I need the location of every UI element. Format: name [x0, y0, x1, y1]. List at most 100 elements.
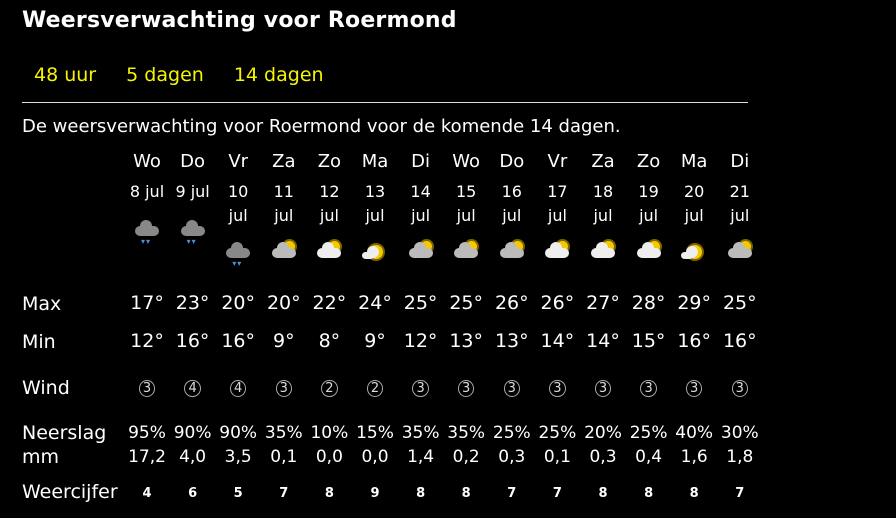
precip-mm: 0,3	[498, 447, 526, 467]
wind-beaufort: 3	[549, 380, 566, 397]
min-temp: 9°	[273, 330, 295, 352]
wind-force-icon: 2	[306, 380, 352, 397]
weather-score: 6	[188, 486, 198, 501]
max-temp: 29°	[677, 292, 712, 314]
max-temp: 25°	[403, 292, 438, 314]
wind-force-icon: 3	[398, 380, 444, 397]
partly-cloudy-icon	[269, 240, 299, 262]
precip-mm: 0,1	[270, 447, 298, 467]
weather-score: 7	[507, 486, 517, 501]
precip-chance: 20%	[584, 423, 622, 443]
weather-score: 7	[552, 486, 562, 501]
day-name: Wo	[452, 151, 481, 172]
wind-beaufort: 3	[686, 380, 703, 397]
wind-force-icon: 3	[534, 380, 580, 397]
weather-score: 7	[735, 486, 745, 501]
precip-mm: 1,8	[726, 447, 754, 467]
wind-force-icon: 3	[671, 380, 717, 397]
weather-score: 8	[598, 486, 608, 501]
day-name: Di	[730, 151, 750, 172]
max-temp: 25°	[722, 292, 757, 314]
max-temp: 26°	[494, 292, 529, 314]
precip-chance: 35%	[264, 423, 303, 443]
day-name: Wo	[133, 151, 161, 172]
divider	[22, 102, 748, 103]
wind-beaufort: 4	[184, 380, 201, 397]
weather-score: 8	[689, 486, 699, 501]
precip-chance: 95%	[128, 423, 166, 443]
max-temp: 23°	[175, 292, 210, 314]
page-title: Weersverwachting voor Roermond	[22, 8, 457, 33]
tab-48-uur[interactable]: 48 uur	[34, 64, 97, 86]
min-temp: 9°	[364, 330, 386, 352]
day-name: Vr	[547, 151, 568, 172]
precip-chance: 15%	[356, 423, 394, 443]
tab-5-dagen[interactable]: 5 dagen	[126, 64, 204, 86]
min-temp: 13°	[449, 330, 484, 352]
partly-cloudy-icon	[451, 240, 481, 262]
wind-force-icon: 4	[170, 380, 216, 397]
day-date: 21 jul	[729, 182, 750, 225]
precip-mm: 0,1	[543, 447, 571, 467]
wind-beaufort: 2	[321, 380, 338, 397]
max-temp: 25°	[449, 292, 484, 314]
wind-force-icon: 3	[717, 380, 763, 397]
wind-force-icon: 3	[489, 380, 535, 397]
label-mm: mm	[22, 446, 60, 468]
partly-cloudy-icon	[497, 240, 527, 262]
day-name: Di	[411, 151, 431, 172]
label-wind: Wind	[22, 377, 70, 399]
weather-score: 4	[142, 486, 152, 501]
min-temp: 15°	[631, 330, 666, 352]
min-temp: 13°	[494, 330, 529, 352]
label-weercijfer: Weercijfer	[22, 481, 118, 503]
partly-cloudy-light-icon	[542, 240, 572, 262]
min-temp: 12°	[403, 330, 438, 352]
wind-force-icon: 2	[352, 380, 398, 397]
day-date: 13 jul	[364, 182, 386, 225]
day-name: Zo	[317, 151, 342, 172]
wind-beaufort: 3	[640, 380, 657, 397]
day-date: 16 jul	[501, 182, 522, 225]
label-max: Max	[22, 293, 62, 315]
weather-score: 8	[644, 486, 654, 501]
max-temp: 27°	[586, 292, 620, 314]
precip-mm: 0,0	[315, 447, 343, 467]
day-date: 20 jul	[684, 182, 705, 225]
wind-beaufort: 3	[458, 380, 475, 397]
precip-chance: 10%	[310, 423, 349, 443]
min-temp: 16°	[722, 330, 757, 352]
precip-chance: 25%	[492, 423, 531, 443]
wind-force-icon: 3	[580, 380, 626, 397]
partly-cloudy-light-icon	[314, 240, 344, 262]
wind-beaufort: 3	[138, 380, 156, 397]
day-name: Do	[180, 151, 206, 172]
day-date: 8 jul	[129, 182, 165, 201]
min-temp: 12°	[130, 330, 164, 352]
weather-score: 8	[324, 486, 334, 501]
wind-force-icon: 3	[124, 380, 170, 397]
day-date: 12 jul	[319, 182, 340, 225]
max-temp: 20°	[266, 292, 301, 314]
precip-chance: 35%	[447, 423, 486, 443]
precip-mm: 0,3	[589, 447, 617, 467]
day-name: Za	[272, 151, 296, 172]
intro-text: De weersverwachting voor Roermond voor d…	[22, 116, 621, 137]
max-temp: 28°	[631, 292, 666, 314]
label-neerslag: Neerslag	[22, 422, 107, 444]
tab-14-dagen[interactable]: 14 dagen	[233, 64, 324, 86]
max-temp: 20°	[221, 292, 256, 314]
partly-cloudy-light-icon	[634, 240, 664, 262]
min-temp: 16°	[221, 330, 256, 352]
rain-icon: ▾▾	[132, 218, 162, 246]
wind-beaufort: 3	[503, 380, 520, 397]
wind-force-icon: 4	[215, 380, 261, 397]
day-name: Za	[591, 151, 615, 172]
wind-force-icon: 3	[261, 380, 307, 397]
precip-chance: 40%	[675, 423, 714, 443]
day-name: Do	[499, 151, 525, 172]
wind-force-icon: 3	[443, 380, 489, 397]
precip-mm: 17,2	[128, 447, 166, 467]
precip-chance: 25%	[629, 423, 668, 443]
precip-mm: 0,2	[452, 447, 480, 467]
